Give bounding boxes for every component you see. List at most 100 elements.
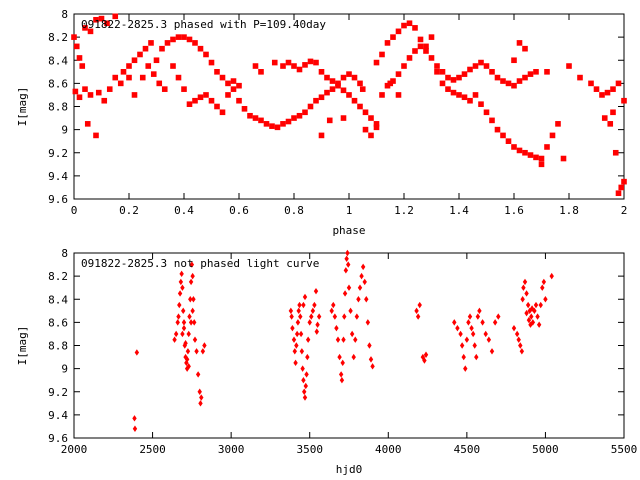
data-point bbox=[186, 330, 191, 338]
data-point bbox=[406, 55, 413, 61]
data-point bbox=[298, 313, 303, 320]
data-point bbox=[538, 301, 543, 309]
data-point bbox=[95, 89, 102, 96]
data-point bbox=[225, 92, 231, 98]
data-point bbox=[470, 330, 476, 338]
data-point bbox=[295, 319, 301, 326]
data-point bbox=[367, 342, 372, 349]
data-point bbox=[197, 45, 204, 52]
data-point bbox=[601, 115, 608, 121]
data-point bbox=[618, 184, 625, 191]
data-point bbox=[467, 97, 473, 104]
data-point bbox=[516, 147, 523, 154]
y-tick-label: 8.8 bbox=[48, 340, 68, 353]
data-point bbox=[450, 77, 457, 83]
data-point bbox=[540, 284, 545, 291]
data-point bbox=[219, 109, 226, 116]
data-point bbox=[142, 45, 149, 52]
data-point bbox=[348, 307, 353, 315]
data-point bbox=[263, 121, 270, 127]
data-point bbox=[522, 278, 528, 286]
data-point bbox=[335, 82, 341, 89]
data-point bbox=[131, 92, 138, 98]
data-point bbox=[181, 86, 187, 92]
data-point bbox=[324, 89, 330, 96]
data-point bbox=[422, 357, 427, 364]
data-point bbox=[137, 51, 143, 58]
data-point bbox=[331, 301, 336, 309]
data-point bbox=[434, 63, 440, 69]
data-point bbox=[299, 348, 305, 355]
data-point bbox=[461, 94, 468, 101]
data-point bbox=[214, 103, 220, 110]
data-point bbox=[538, 155, 545, 162]
data-point bbox=[356, 296, 361, 303]
data-point bbox=[318, 69, 325, 75]
data-point bbox=[180, 330, 185, 338]
data-point bbox=[126, 74, 132, 81]
data-point bbox=[412, 25, 418, 31]
data-point bbox=[472, 92, 479, 98]
data-point bbox=[315, 321, 320, 328]
data-point bbox=[544, 69, 550, 75]
data-point bbox=[302, 394, 308, 401]
data-point bbox=[258, 117, 264, 124]
data-point bbox=[527, 307, 532, 315]
data-point bbox=[197, 388, 202, 395]
data-point bbox=[522, 74, 528, 81]
y-tick-label: 8.4 bbox=[48, 293, 68, 306]
data-point bbox=[373, 124, 380, 131]
data-point bbox=[395, 92, 402, 98]
data-point bbox=[170, 63, 176, 69]
y-tick-label: 9.6 bbox=[48, 432, 68, 445]
data-point bbox=[313, 97, 319, 104]
data-point bbox=[76, 55, 83, 61]
data-point bbox=[203, 92, 209, 98]
data-point bbox=[464, 336, 470, 343]
data-point bbox=[494, 126, 501, 133]
data-point bbox=[362, 109, 369, 116]
data-point bbox=[463, 365, 468, 372]
data-point bbox=[230, 86, 237, 92]
data-point bbox=[362, 126, 369, 133]
data-point bbox=[170, 36, 176, 43]
data-point bbox=[467, 313, 473, 320]
y-tick-label: 9 bbox=[61, 124, 68, 137]
data-point bbox=[588, 80, 594, 87]
data-point bbox=[417, 36, 424, 43]
data-point bbox=[310, 307, 316, 315]
data-point bbox=[187, 313, 192, 320]
data-point bbox=[604, 89, 611, 96]
data-point bbox=[483, 109, 490, 116]
data-point bbox=[208, 59, 215, 66]
data-point bbox=[526, 316, 532, 324]
data-point bbox=[359, 86, 366, 92]
data-point bbox=[525, 301, 531, 309]
y-axis-label: I[mag] bbox=[16, 87, 29, 127]
data-point bbox=[455, 324, 460, 332]
data-point bbox=[71, 34, 77, 40]
x-tick-label: 0.4 bbox=[174, 204, 194, 217]
data-point bbox=[307, 319, 312, 326]
data-point bbox=[346, 71, 352, 77]
data-point bbox=[112, 74, 119, 81]
data-point bbox=[415, 313, 421, 320]
data-point bbox=[93, 16, 99, 23]
data-point bbox=[318, 94, 325, 101]
data-point bbox=[599, 92, 605, 98]
data-point bbox=[357, 80, 363, 87]
data-point bbox=[528, 321, 533, 328]
data-point bbox=[132, 425, 138, 432]
data-point bbox=[368, 115, 374, 121]
data-point bbox=[305, 353, 310, 361]
y-tick-label: 8.4 bbox=[48, 54, 68, 67]
data-point bbox=[313, 287, 319, 295]
data-point bbox=[401, 63, 407, 69]
data-point bbox=[192, 319, 197, 326]
data-point bbox=[183, 339, 188, 347]
data-point bbox=[192, 40, 198, 46]
data-point bbox=[302, 293, 308, 301]
data-point bbox=[186, 36, 193, 43]
y-tick-label: 8.2 bbox=[48, 270, 68, 283]
